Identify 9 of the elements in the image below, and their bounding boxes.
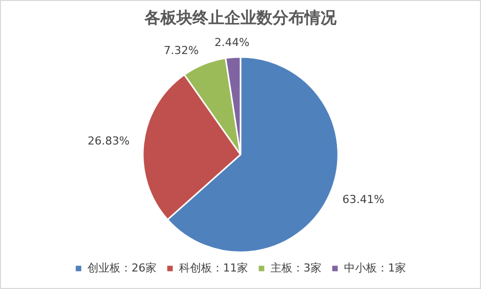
data-label: 2.44% (214, 36, 250, 50)
data-label: 26.83% (88, 134, 130, 148)
legend-label: 科创板：11家 (179, 261, 248, 274)
legend-label: 中小板：1家 (344, 261, 406, 274)
legend-label: 主板：3家 (270, 261, 322, 274)
data-label: 7.32% (164, 44, 199, 57)
legend-label: 创业板：26家 (88, 261, 157, 274)
chart-title: 各板块终止企业数分布情况 (144, 8, 338, 27)
data-label: 63.41% (342, 193, 384, 206)
